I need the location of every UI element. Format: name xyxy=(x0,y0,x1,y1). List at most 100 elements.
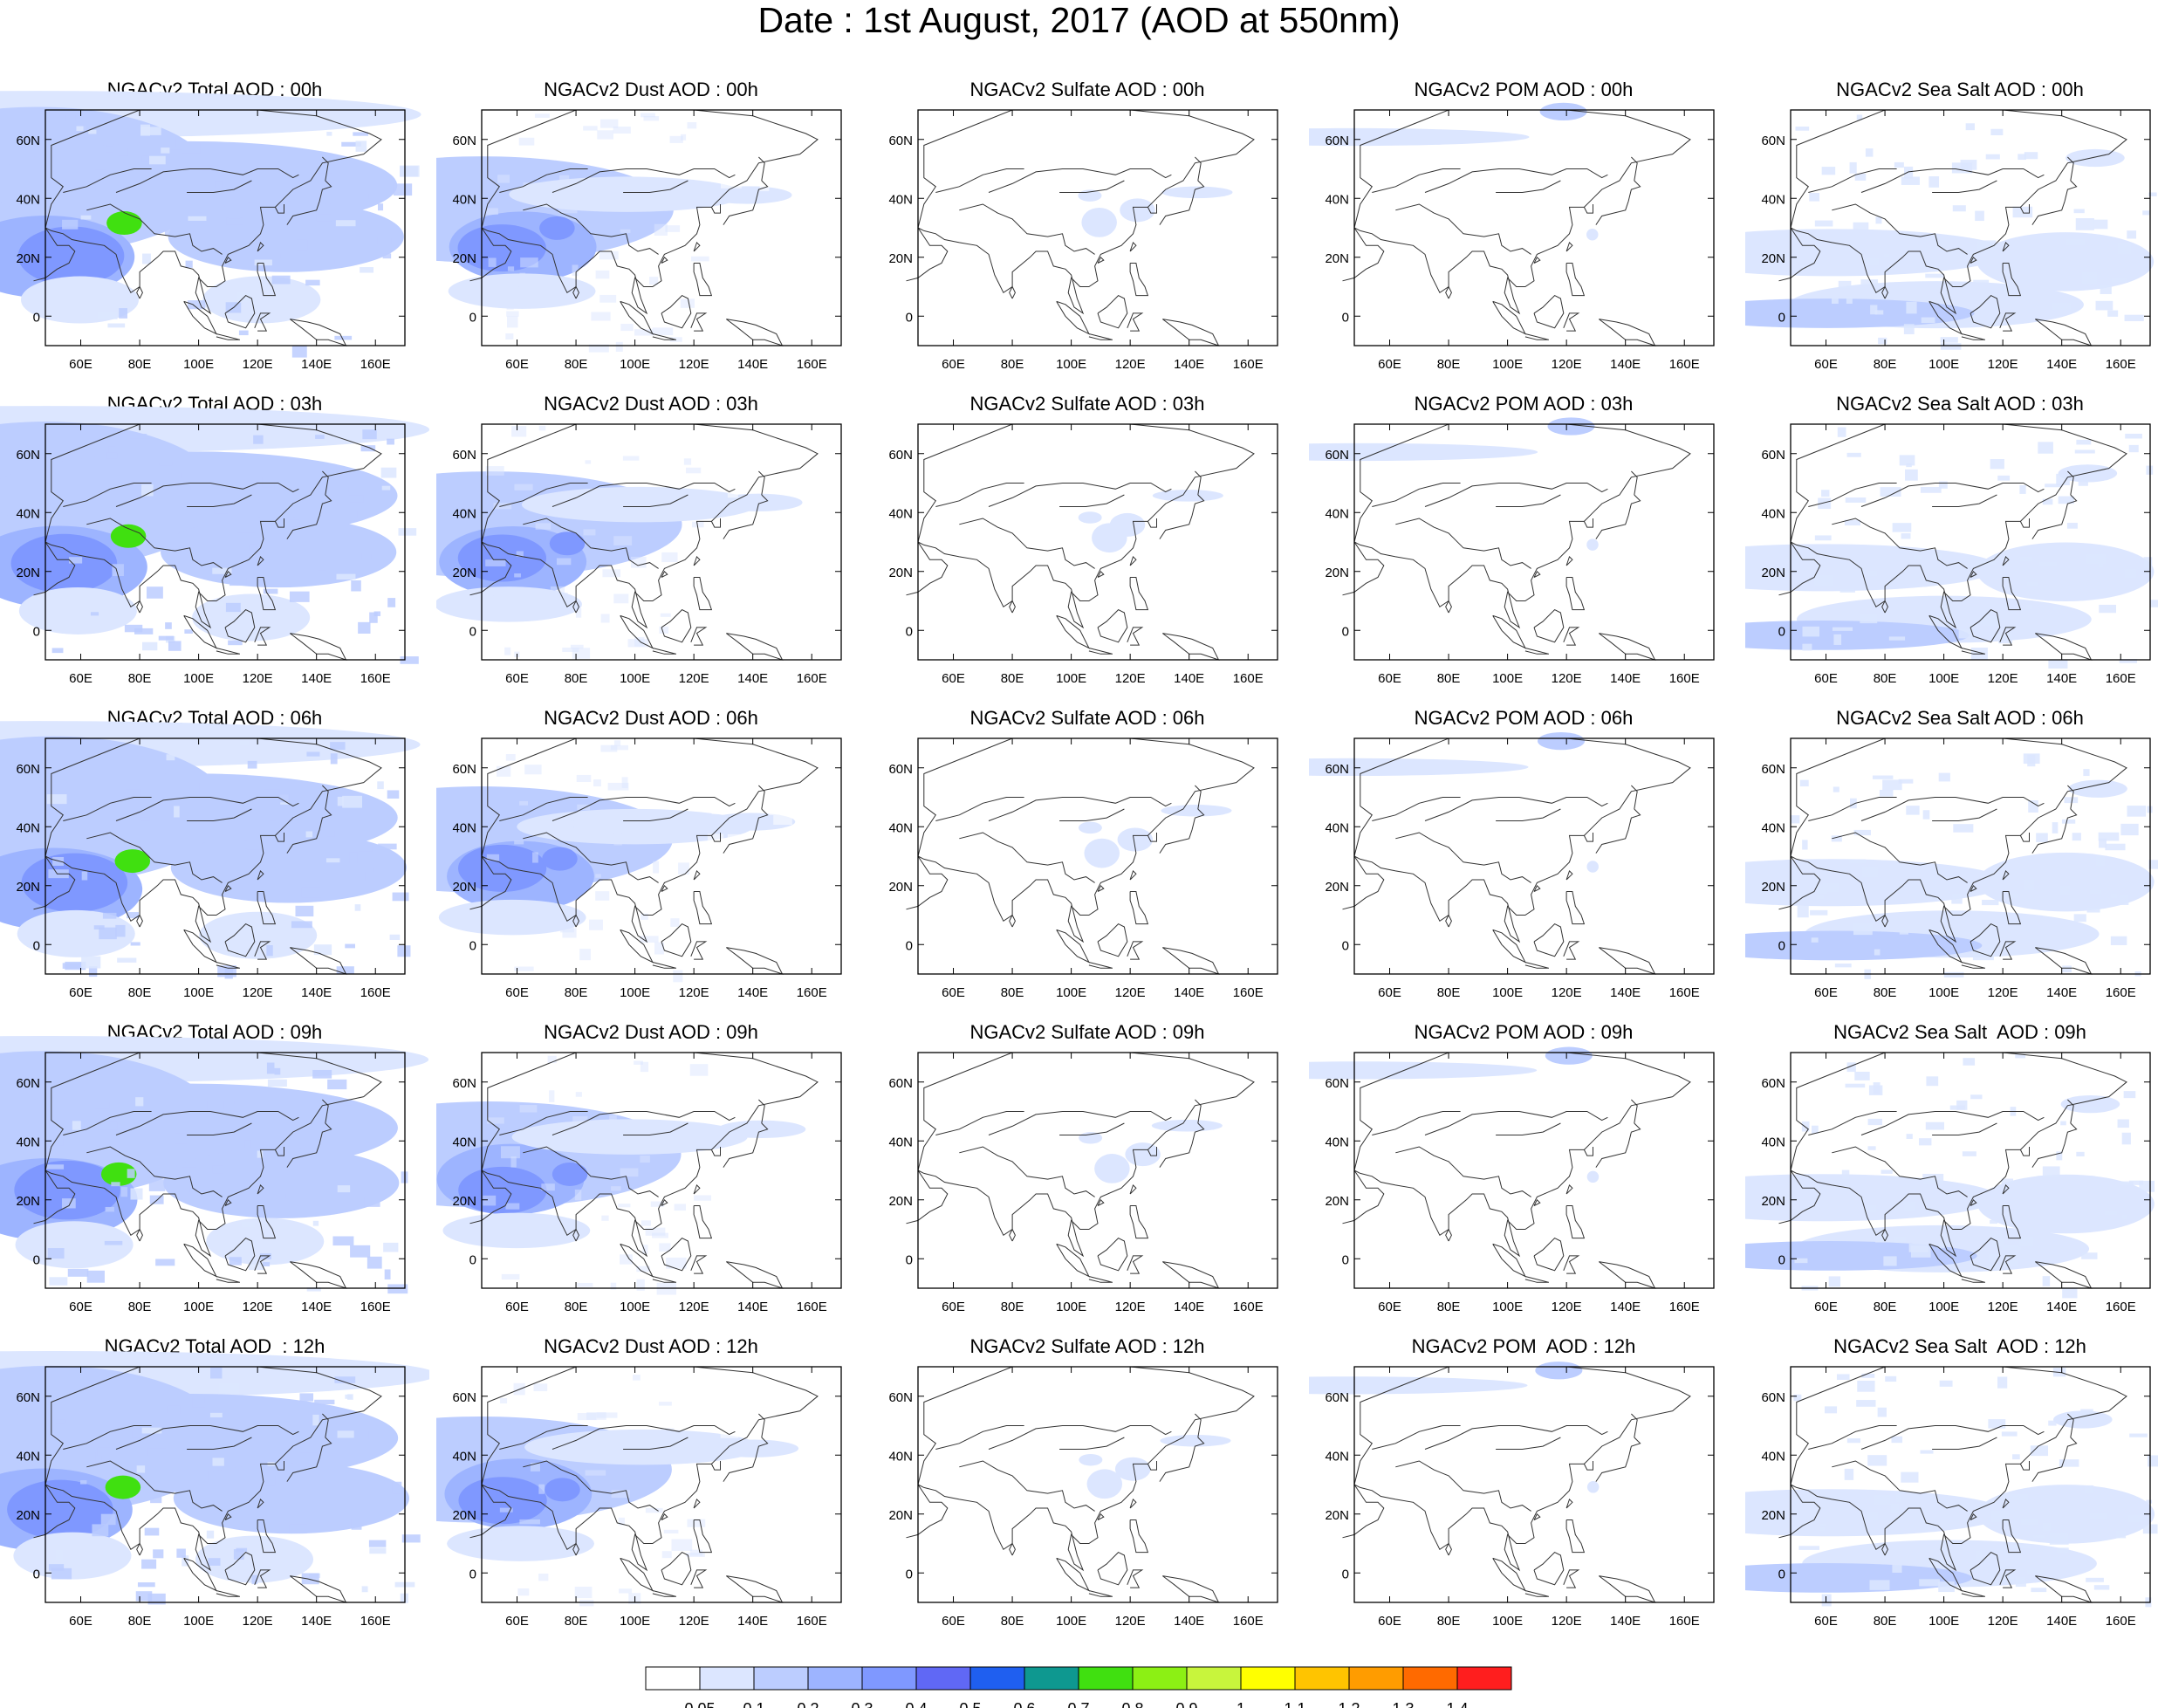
aod-field xyxy=(0,721,421,979)
aod-patch xyxy=(1309,127,1530,147)
lon-tick-label: 160E xyxy=(2106,1614,2136,1628)
aod-patch xyxy=(163,1147,400,1218)
lon-tick-label: 120E xyxy=(243,357,273,371)
lon-tick-label: 60E xyxy=(942,985,965,999)
aod-patch xyxy=(436,586,582,622)
aod-field xyxy=(1078,490,1223,553)
lon-tick-label: 160E xyxy=(1233,357,1264,371)
lon-tick-label: 140E xyxy=(737,671,768,685)
lat-tick-label: 0 xyxy=(1778,310,1785,325)
lat-tick-label: 20N xyxy=(1761,1508,1785,1523)
lat-tick-label: 0 xyxy=(1342,1567,1349,1581)
map-panel-salt-03h: NGACv2 Sea Salt AOD : 03h 60N 40N 20N 0 60E 80… xyxy=(1745,393,2158,685)
lat-tick-label: 0 xyxy=(33,624,40,639)
aod-patch xyxy=(114,849,151,874)
aod-patch xyxy=(1081,207,1117,237)
lat-tick-label: 20N xyxy=(1325,1194,1349,1209)
map-frame xyxy=(1353,737,1715,975)
lon-tick-label: 100E xyxy=(1492,985,1523,999)
lon-tick-label: 60E xyxy=(69,1300,92,1314)
lat-tick-label: 60N xyxy=(1325,448,1349,463)
aod-field xyxy=(1745,1368,2158,1608)
map-plot: 60N 40N 20N 0 60E 80E 100E 120E 140E 160E xyxy=(1745,109,2157,371)
lon-tick-label: 140E xyxy=(301,1614,332,1628)
aod-patch xyxy=(2068,779,2127,798)
aod-patch xyxy=(1161,186,1233,199)
lon-tick-label: 100E xyxy=(183,671,214,685)
aod-field xyxy=(436,1369,856,1607)
lon-tick-label: 120E xyxy=(1115,1300,1146,1314)
lon-tick-label: 60E xyxy=(505,1300,529,1314)
aod-patch xyxy=(21,853,128,913)
aod-patch xyxy=(1586,1481,1600,1493)
lat-tick-label: 40N xyxy=(1325,192,1349,207)
lon-tick-label: 140E xyxy=(1610,985,1641,999)
lon-tick-label: 160E xyxy=(1669,671,1700,685)
lat-tick-label: 60N xyxy=(1761,448,1785,463)
lon-tick-label: 80E xyxy=(1437,1300,1461,1314)
colorbar-swatch xyxy=(1402,1666,1458,1691)
aod-patch xyxy=(709,1439,799,1458)
aod-field xyxy=(1078,186,1233,237)
lat-tick-label: 20N xyxy=(1325,251,1349,266)
map-plot: 60N 40N 20N 0 60E 80E 100E 120E 140E 160E xyxy=(0,406,429,685)
lat-tick-label: 0 xyxy=(906,310,913,325)
aod-patch xyxy=(448,273,596,309)
lon-tick-label: 80E xyxy=(565,1614,588,1628)
coastlines xyxy=(906,423,1255,661)
panel-title: NGACv2 POM AOD : 12h xyxy=(1411,1335,1636,1357)
coastlines xyxy=(906,737,1255,975)
lat-tick-label: 0 xyxy=(1778,624,1785,639)
lon-tick-label: 120E xyxy=(1552,985,1582,999)
lon-tick-label: 100E xyxy=(1056,357,1086,371)
panel-title: NGACv2 POM AOD : 09h xyxy=(1414,1021,1634,1043)
lat-tick-label: 40N xyxy=(452,506,476,521)
panel-title: NGACv2 Sea Salt AOD : 03h xyxy=(1836,393,2084,415)
coastlines xyxy=(906,1052,1255,1289)
lon-tick-label: 120E xyxy=(1988,357,2018,371)
lat-tick-label: 0 xyxy=(33,1252,40,1267)
map-panel-total-12h: NGACv2 Total AOD : 12h 60N 40N 20N 0 60E 80E 10… xyxy=(0,1335,429,1628)
map-panel-salt-12h: NGACv2 Sea Salt AOD : 12h 60N 40N 20N 0 60E 80… xyxy=(1745,1335,2158,1628)
map-plot: 60N 40N 20N 0 60E 80E 100E 120E 140E 160E xyxy=(436,109,851,371)
lon-tick-label: 140E xyxy=(1610,671,1641,685)
colorbar-label: 1.3 xyxy=(1392,1700,1414,1708)
panel-title: NGACv2 POM AOD : 00h xyxy=(1414,79,1634,100)
lon-tick-label: 60E xyxy=(505,985,529,999)
panel-title: NGACv2 POM AOD : 03h xyxy=(1414,393,1634,415)
aod-patch xyxy=(1117,827,1154,852)
lon-tick-label: 60E xyxy=(1378,357,1401,371)
map-frame xyxy=(1790,737,2151,975)
map-frame xyxy=(481,423,842,661)
aod-patch xyxy=(2058,464,2118,483)
lon-tick-label: 80E xyxy=(1437,671,1461,685)
lon-tick-label: 120E xyxy=(243,1614,273,1628)
lon-tick-label: 120E xyxy=(1988,1300,2018,1314)
lon-tick-label: 160E xyxy=(360,357,391,371)
coastlines xyxy=(1778,109,2127,346)
aod-patch xyxy=(202,276,321,324)
map-panel-pom-03h: NGACv2 POM AOD : 03h 60N 40N 20N 0 60E 80E 100E… xyxy=(1309,393,1738,685)
aod-patch xyxy=(442,1212,591,1249)
map-frame xyxy=(1790,423,2151,661)
lon-tick-label: 120E xyxy=(1988,985,2018,999)
lon-tick-label: 140E xyxy=(1610,1300,1641,1314)
lon-tick-label: 60E xyxy=(69,357,92,371)
lat-tick-label: 60N xyxy=(1761,762,1785,777)
lat-tick-label: 40N xyxy=(1325,820,1349,835)
lon-tick-label: 120E xyxy=(1115,357,1146,371)
lon-tick-label: 60E xyxy=(69,1614,92,1628)
lon-tick-label: 60E xyxy=(1814,1614,1838,1628)
map-frame xyxy=(917,423,1278,661)
map-frame xyxy=(481,737,842,975)
lon-tick-label: 80E xyxy=(1437,1614,1461,1628)
aod-patch xyxy=(714,493,803,511)
aod-patch xyxy=(1079,1453,1103,1466)
lat-tick-label: 60N xyxy=(888,1076,913,1091)
colorbar-swatch xyxy=(1078,1666,1134,1691)
aod-patch xyxy=(1586,861,1599,873)
panel-title: NGACv2 POM AOD : 06h xyxy=(1414,707,1634,729)
lon-tick-label: 120E xyxy=(679,985,709,999)
aod-patch xyxy=(105,1475,141,1499)
lat-tick-label: 40N xyxy=(16,506,40,521)
